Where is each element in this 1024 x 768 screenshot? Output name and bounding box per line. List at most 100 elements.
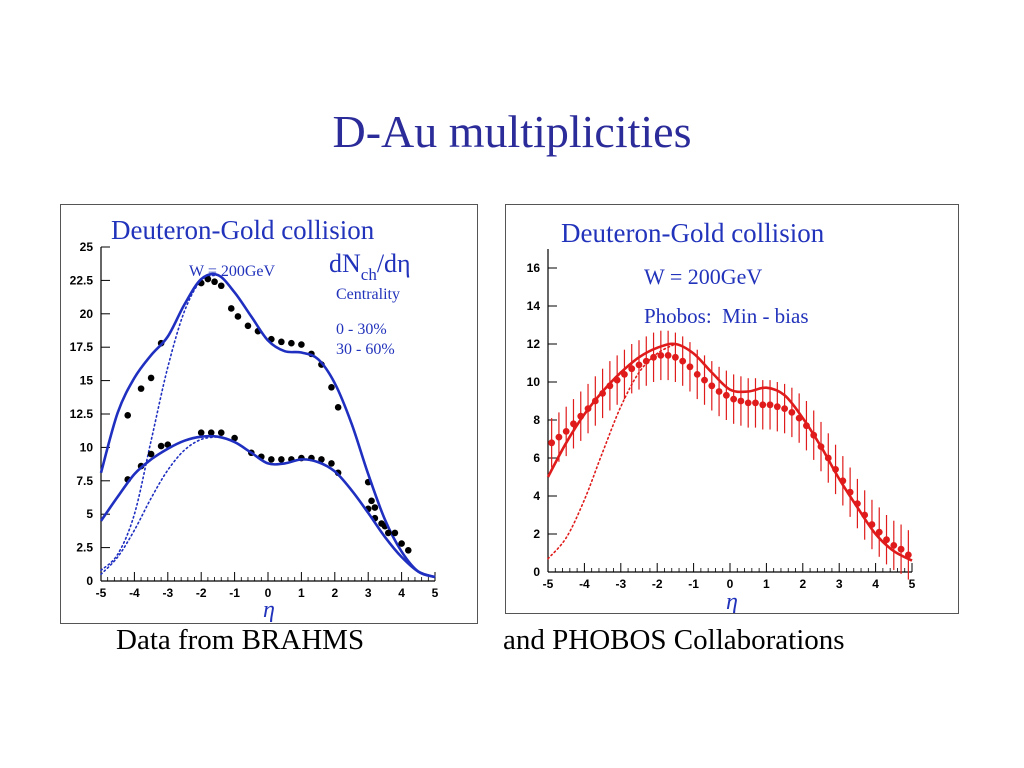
brahms-series-1-data-point	[204, 275, 212, 283]
brahms-y-tick-label: 17.5	[70, 340, 94, 354]
phobos-series-1-data-point	[570, 420, 577, 428]
brahms-x-tick-label: 2	[331, 586, 338, 600]
brahms-chart: Deuteron-Gold collision W = 200GeV dNch/…	[70, 215, 439, 623]
phobos-series-1-data-point	[752, 399, 759, 407]
phobos-y-tick-label: 6	[533, 451, 540, 465]
phobos-series-1-data-point	[722, 391, 730, 399]
phobos-x-tick-label: -4	[579, 577, 590, 591]
phobos-series-1-data-point	[679, 357, 687, 365]
brahms-series-1-data-point	[137, 385, 145, 392]
phobos-series-1-data-point	[875, 528, 883, 536]
caption-phobos: and PHOBOS Collaborations	[503, 624, 845, 656]
brahms-series-2-data-point	[231, 434, 238, 442]
phobos-x-tick-label: 0	[727, 577, 734, 591]
brahms-x-tick-label: -2	[196, 586, 207, 600]
brahms-series-1-data-point	[217, 282, 225, 290]
phobos-series-1-data-point	[904, 551, 912, 559]
phobos-y-tick-label: 2	[533, 527, 540, 541]
phobos-series-1-data-point	[773, 403, 781, 411]
brahms-series-2-data-point	[207, 429, 215, 437]
phobos-y-tick-label: 16	[527, 261, 541, 275]
phobos-x-tick-label: -5	[543, 577, 554, 591]
phobos-series-1-data-point	[672, 353, 679, 361]
brahms-x-tick-label: -3	[162, 586, 173, 600]
brahms-x-tick-label: -5	[96, 586, 107, 600]
brahms-series-1-model-dotted	[100, 274, 219, 572]
brahms-series-2-data-point	[384, 529, 392, 537]
phobos-chart-panel: Deuteron-Gold collision W = 200GeV Phobo…	[505, 204, 959, 614]
brahms-series-1-data-point	[234, 313, 242, 320]
brahms-series-2-data-point	[147, 450, 155, 458]
phobos-series-1-data-point	[766, 401, 774, 409]
brahms-x-tick-label: 5	[432, 586, 439, 600]
phobos-y-tick-label: 0	[533, 565, 540, 579]
phobos-x-tick-label: -2	[652, 577, 663, 591]
brahms-y-tick-label: 15	[80, 374, 94, 388]
phobos-x-tick-label: 3	[836, 577, 843, 591]
brahms-y-tick-label: 0	[86, 574, 93, 588]
brahms-series-1-data-point	[328, 383, 335, 391]
phobos-series-1-data-point	[708, 382, 716, 390]
brahms-x-tick-label: 0	[265, 586, 272, 600]
brahms-energy-label: W = 200GeV	[189, 263, 275, 280]
brahms-series-1-data-point	[278, 338, 285, 346]
phobos-x-tick-label: 1	[763, 577, 770, 591]
phobos-series-1-data-point	[621, 371, 628, 378]
phobos-series-1-data-point	[737, 397, 745, 405]
phobos-series-1-data-point	[744, 399, 752, 407]
brahms-series-2-data-point	[391, 529, 399, 537]
phobos-xlabel: η	[726, 589, 738, 613]
brahms-series-1-data-point	[211, 278, 218, 286]
brahms-series-2-data-point	[278, 456, 285, 463]
phobos-series-1-data-point	[642, 357, 650, 365]
brahms-series-1-data-point	[288, 339, 295, 347]
brahms-chart-panel: Deuteron-Gold collision W = 200GeV dNch/…	[60, 204, 478, 624]
phobos-series-1-data-point	[701, 376, 708, 384]
phobos-y-tick-label: 4	[533, 489, 540, 503]
brahms-series-1-data-point	[368, 497, 375, 505]
brahms-y-tick-label: 5	[86, 507, 93, 521]
phobos-series-1-data-point	[759, 401, 767, 409]
brahms-ylabel: dNch/dη	[329, 249, 411, 284]
brahms-y-tick-label: 7.5	[76, 474, 93, 488]
phobos-x-tick-label: 2	[799, 577, 806, 591]
phobos-series-1-data-point	[788, 409, 796, 416]
phobos-series-1-data-point	[664, 352, 672, 359]
brahms-x-tick-label: 1	[298, 586, 305, 600]
brahms-series-1-data-point	[227, 305, 235, 312]
brahms-series-2-data-point	[398, 540, 405, 547]
phobos-x-tick-label: -3	[615, 577, 626, 591]
phobos-series-1-data-point	[657, 352, 665, 359]
brahms-chart-title: Deuteron-Gold collision	[111, 215, 375, 245]
brahms-ylabel-main: dN	[329, 249, 361, 278]
brahms-xlabel: η	[263, 597, 275, 623]
phobos-x-tick-label: 4	[872, 577, 879, 591]
brahms-series-1-data-point	[124, 412, 132, 419]
brahms-y-tick-label: 25	[80, 240, 94, 254]
brahms-y-tick-label: 12.5	[70, 407, 94, 421]
phobos-series-1-data-point	[897, 545, 905, 553]
phobos-series-1-data-point	[781, 405, 788, 412]
phobos-y-tick-label: 8	[533, 413, 540, 427]
phobos-series-1-model-curve	[546, 342, 913, 562]
brahms-series-1-data-point	[371, 504, 379, 511]
phobos-series-1-data-point	[883, 536, 890, 544]
brahms-series-2-data-point	[197, 429, 205, 437]
brahms-y-tick-label: 10	[80, 440, 94, 454]
phobos-energy-label: W = 200GeV	[644, 264, 762, 289]
brahms-series-1-model-curve	[99, 272, 436, 579]
slide-title: D-Au multiplicities	[332, 106, 692, 157]
phobos-series-1-data-point	[693, 371, 701, 378]
phobos-series-1-data-point	[628, 365, 636, 373]
phobos-series-1-data-point	[715, 388, 723, 395]
brahms-series-2-data-point	[268, 456, 275, 463]
brahms-series-1-data-point	[147, 374, 155, 382]
phobos-series-1-data-point	[562, 428, 570, 435]
brahms-x-tick-label: 4	[398, 586, 405, 600]
phobos-chart: Deuteron-Gold collision W = 200GeV Phobo…	[527, 218, 916, 613]
brahms-series-2-model-curve	[99, 434, 436, 579]
phobos-series-1-data-point	[890, 542, 898, 549]
brahms-legend-entry-1: 0 - 30%	[336, 321, 387, 338]
brahms-series-2-data-point	[404, 546, 412, 554]
brahms-series-2-data-point	[328, 460, 335, 467]
